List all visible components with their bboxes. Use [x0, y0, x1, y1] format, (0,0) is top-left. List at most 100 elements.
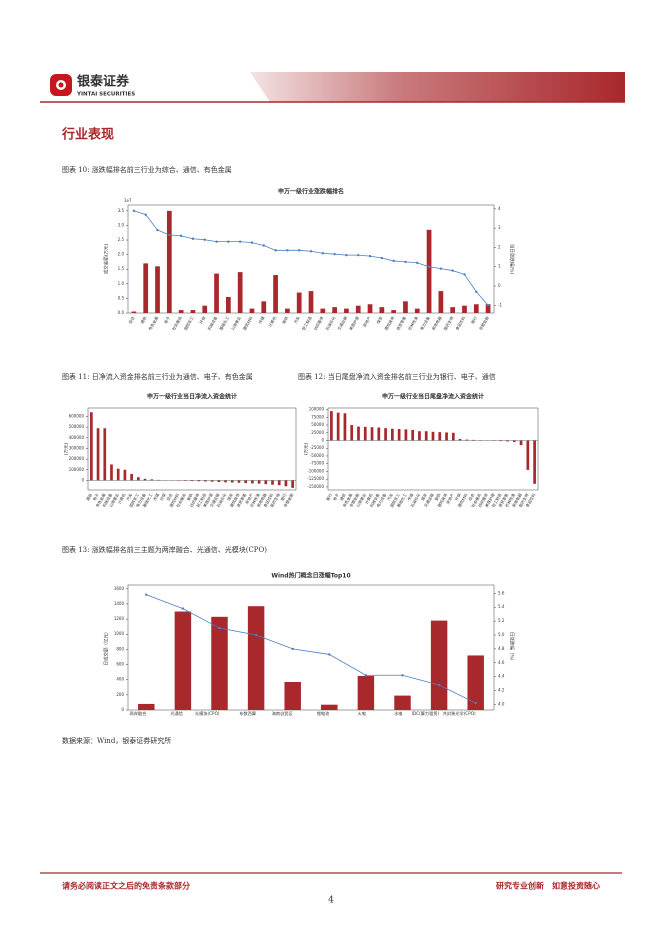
- tick-label: 1: [498, 264, 501, 269]
- bar: [97, 428, 100, 480]
- line-point: [218, 627, 220, 629]
- bar: [130, 474, 133, 480]
- line-point: [292, 648, 294, 650]
- bar: [439, 291, 444, 313]
- line-point: [156, 229, 158, 231]
- tick-label: 4.2: [498, 688, 505, 693]
- x-tick-label: 电力设备: [419, 315, 431, 331]
- brand-en: YINTAI SECURITIES: [76, 92, 135, 98]
- bar: [474, 304, 479, 313]
- figure-caption: 图表 12: 当日尾盘净流入资金排名前三行业为银行、电子、通信: [298, 372, 496, 381]
- x-tick-label: 美容护理: [348, 315, 360, 331]
- bar: [251, 480, 254, 483]
- bar: [214, 274, 219, 313]
- bar: [309, 291, 314, 313]
- line-point: [263, 244, 265, 246]
- tick-label: 2.5: [118, 237, 125, 242]
- bar: [432, 432, 435, 441]
- plot-frame: [328, 408, 538, 490]
- x-tick-label: 基础化工: [218, 315, 230, 331]
- bar: [320, 309, 325, 313]
- x-tick-label: 医药生物: [442, 315, 454, 331]
- axis-offset: 1e7: [124, 198, 132, 203]
- tick-label: 0: [321, 437, 324, 442]
- line-point: [328, 653, 330, 655]
- tick-label: 5.0: [498, 632, 505, 637]
- bar: [90, 412, 93, 480]
- bar: [332, 307, 337, 313]
- y-axis-label: (万元): [64, 443, 70, 456]
- line: [146, 595, 475, 703]
- bar: [110, 464, 113, 480]
- bar: [344, 309, 349, 313]
- x-tick-label: 光通信: [170, 710, 183, 717]
- bar: [358, 676, 374, 710]
- bar: [405, 429, 408, 440]
- chart-title: 申万一级行业当日尾盘净流入资金统计: [382, 393, 484, 401]
- bar: [379, 307, 384, 313]
- line-point: [182, 607, 184, 609]
- x-tick-label: 汽车: [293, 315, 301, 324]
- bar: [371, 427, 374, 440]
- bar: [238, 480, 241, 482]
- chart-title: Wind热门概念日涨幅Top10: [271, 572, 350, 580]
- bar: [368, 304, 373, 313]
- x-tick-label: 东数西算: [239, 710, 256, 717]
- tick-label: 4.8: [498, 646, 505, 651]
- y-axis-label: (万元): [304, 443, 310, 456]
- tick-label: 1.0: [118, 281, 125, 286]
- tick-label: 5.4: [498, 604, 505, 609]
- tick-label: 0.0: [118, 310, 125, 315]
- line-point: [463, 273, 465, 275]
- bar: [377, 427, 380, 440]
- tick-label: 2: [498, 244, 501, 249]
- line-point: [365, 674, 367, 676]
- bar: [462, 306, 467, 313]
- line-point: [168, 234, 170, 236]
- tick-label: -150000: [307, 484, 324, 489]
- bar: [427, 230, 432, 313]
- section-title: 行业表现: [61, 127, 114, 143]
- line-point: [401, 674, 403, 676]
- tick-label: 25000: [311, 430, 324, 435]
- chart-title: 申万一级行业涨跌幅排名: [278, 188, 344, 196]
- figure-caption: 图表 11: 日净流入资金排名前三行业为通信、电子、有色金属: [62, 372, 253, 381]
- figure-caption: 图表 13: 涨跌幅排名前三主题为两岸融合、光通信、光模块(CPO): [62, 545, 267, 554]
- bar: [467, 655, 483, 710]
- bar: [438, 432, 441, 440]
- bar: [398, 429, 401, 440]
- line-point: [440, 267, 442, 269]
- tick-label: 5.2: [498, 618, 505, 623]
- line-point: [333, 253, 335, 255]
- tick-label: 600: [116, 662, 124, 667]
- bar: [391, 310, 396, 313]
- bar: [411, 430, 414, 441]
- line-point: [475, 291, 477, 293]
- bar: [321, 705, 337, 710]
- chart-title: 申万一级行业当日净流入资金统计: [147, 393, 237, 401]
- bar: [350, 425, 353, 440]
- line-point: [239, 240, 241, 242]
- tick-label: 200: [116, 692, 124, 697]
- bar: [137, 477, 140, 480]
- x-tick-label: 公用事业: [230, 315, 242, 331]
- bar: [138, 704, 154, 710]
- tick-label: 0.5: [118, 295, 125, 300]
- source-note: 数据来源：Wind，银泰证券研究所: [62, 736, 171, 745]
- x-tick-label: 石油石化: [324, 315, 336, 331]
- figure-caption: 图表 10: 涨跌幅排名前三行业为综合、通信、有色金属: [62, 165, 232, 174]
- x-tick-label: 家用电器: [431, 315, 443, 331]
- line-point: [215, 240, 217, 242]
- line-point: [487, 304, 489, 306]
- y2-axis-label: 日涨跌幅（%）: [509, 632, 516, 663]
- slogan: 研究专业创新 如意投资随心: [496, 881, 600, 891]
- bar: [278, 480, 281, 485]
- line-point: [180, 235, 182, 237]
- bar: [271, 480, 274, 484]
- tick-label: 4.4: [498, 674, 505, 679]
- x-tick-label: 机械设备: [206, 315, 218, 331]
- bar: [520, 440, 523, 445]
- bar: [384, 428, 387, 440]
- x-tick-label: 非银金融: [478, 315, 490, 331]
- bar: [231, 480, 234, 482]
